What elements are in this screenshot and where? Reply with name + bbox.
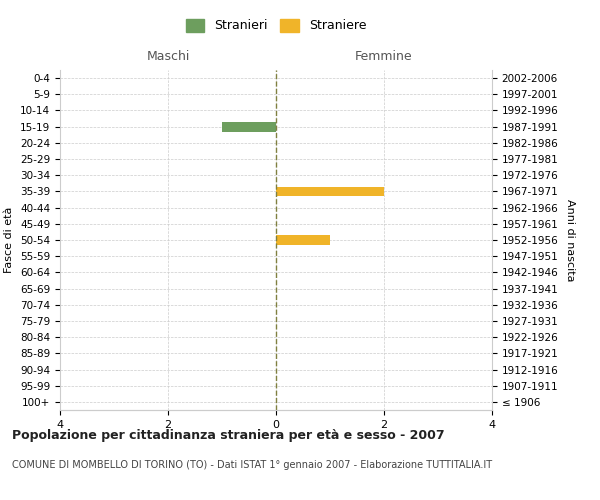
- Bar: [222, 122, 276, 132]
- Y-axis label: Fasce di età: Fasce di età: [4, 207, 14, 273]
- Text: Popolazione per cittadinanza straniera per età e sesso - 2007: Popolazione per cittadinanza straniera p…: [12, 430, 445, 442]
- Bar: [276, 235, 330, 245]
- Text: COMUNE DI MOMBELLO DI TORINO (TO) - Dati ISTAT 1° gennaio 2007 - Elaborazione TU: COMUNE DI MOMBELLO DI TORINO (TO) - Dati…: [12, 460, 492, 470]
- Bar: [276, 186, 384, 196]
- Legend: Stranieri, Straniere: Stranieri, Straniere: [181, 14, 371, 38]
- Text: Femmine: Femmine: [355, 50, 413, 62]
- Text: Maschi: Maschi: [146, 50, 190, 62]
- Y-axis label: Anni di nascita: Anni di nascita: [565, 198, 575, 281]
